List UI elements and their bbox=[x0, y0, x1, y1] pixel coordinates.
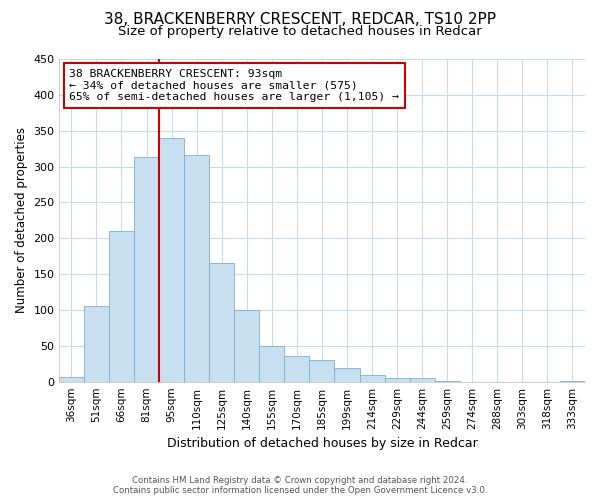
Text: 38 BRACKENBERRY CRESCENT: 93sqm
← 34% of detached houses are smaller (575)
65% o: 38 BRACKENBERRY CRESCENT: 93sqm ← 34% of… bbox=[70, 68, 400, 102]
Bar bbox=[359, 374, 385, 382]
X-axis label: Distribution of detached houses by size in Redcar: Distribution of detached houses by size … bbox=[167, 437, 477, 450]
Bar bbox=[434, 381, 460, 382]
Bar bbox=[334, 368, 359, 382]
Bar bbox=[134, 156, 159, 382]
Text: 38, BRACKENBERRY CRESCENT, REDCAR, TS10 2PP: 38, BRACKENBERRY CRESCENT, REDCAR, TS10 … bbox=[104, 12, 496, 28]
Bar bbox=[310, 360, 334, 382]
Y-axis label: Number of detached properties: Number of detached properties bbox=[15, 128, 28, 314]
Bar bbox=[159, 138, 184, 382]
Bar bbox=[184, 155, 209, 382]
Bar bbox=[385, 378, 410, 382]
Bar bbox=[209, 264, 234, 382]
Text: Size of property relative to detached houses in Redcar: Size of property relative to detached ho… bbox=[118, 25, 482, 38]
Bar bbox=[59, 376, 84, 382]
Bar bbox=[109, 231, 134, 382]
Bar bbox=[560, 381, 585, 382]
Bar bbox=[234, 310, 259, 382]
Bar bbox=[410, 378, 434, 382]
Bar bbox=[284, 356, 310, 382]
Text: Contains HM Land Registry data © Crown copyright and database right 2024.
Contai: Contains HM Land Registry data © Crown c… bbox=[113, 476, 487, 495]
Bar bbox=[84, 306, 109, 382]
Bar bbox=[259, 346, 284, 382]
